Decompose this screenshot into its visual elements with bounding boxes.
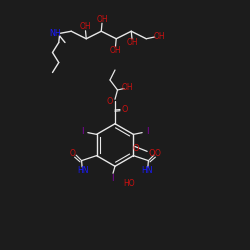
Text: I: I bbox=[82, 128, 84, 136]
Text: OH: OH bbox=[97, 15, 108, 24]
Text: HN: HN bbox=[77, 166, 88, 175]
Text: OH: OH bbox=[79, 22, 91, 31]
Text: OH: OH bbox=[127, 38, 138, 47]
Text: O: O bbox=[132, 144, 139, 152]
Text: OH: OH bbox=[154, 32, 165, 41]
Text: HO: HO bbox=[123, 179, 134, 188]
Text: O: O bbox=[155, 148, 160, 158]
Text: I: I bbox=[111, 174, 114, 183]
Text: NH: NH bbox=[49, 29, 61, 38]
Text: HN: HN bbox=[142, 166, 153, 175]
Text: OH: OH bbox=[122, 83, 133, 92]
Text: O: O bbox=[70, 148, 75, 158]
Text: O: O bbox=[106, 97, 113, 106]
Text: O: O bbox=[149, 148, 156, 158]
Text: O: O bbox=[121, 106, 128, 114]
Text: OH: OH bbox=[109, 46, 121, 54]
Text: I: I bbox=[146, 128, 148, 136]
